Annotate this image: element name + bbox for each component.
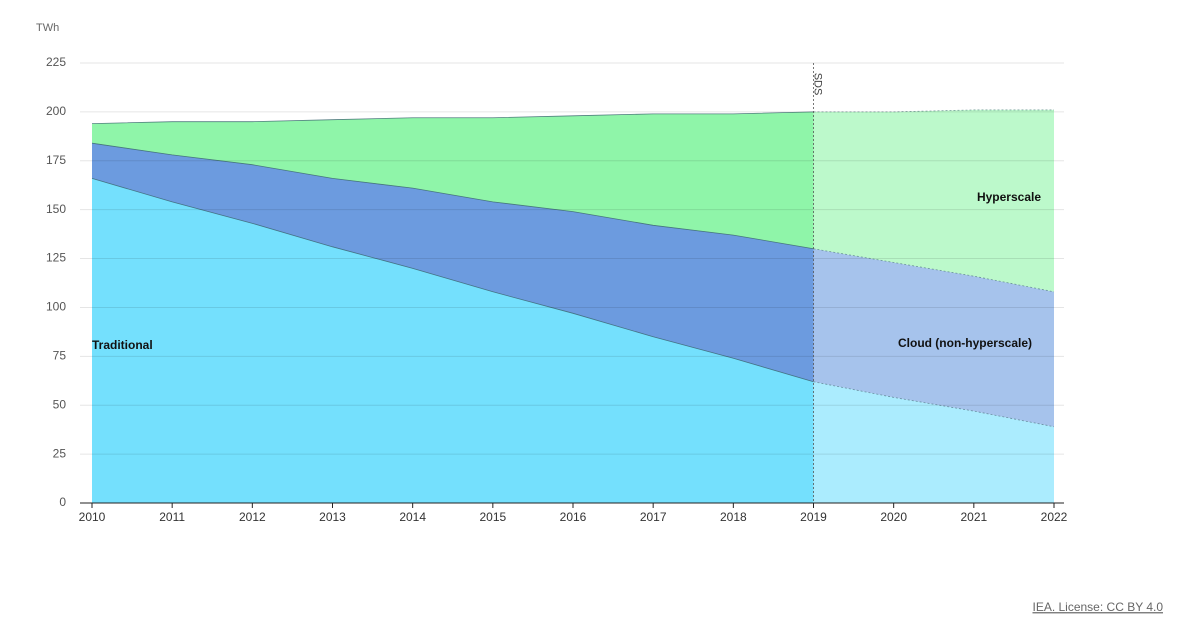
x-tick-label: 2022 xyxy=(1041,510,1068,524)
x-tick-label: 2011 xyxy=(159,510,185,524)
y-tick-label: 125 xyxy=(46,251,66,265)
source-link[interactable]: IEA. License: CC BY 4.0 xyxy=(1032,600,1163,614)
area-edge xyxy=(91,142,814,250)
projection-shade xyxy=(813,53,1054,503)
x-tick-label: 2012 xyxy=(239,510,266,524)
y-unit: TWh xyxy=(36,22,59,34)
y-tick-label: 150 xyxy=(46,202,66,216)
y-tick-label: 225 xyxy=(46,55,66,69)
x-tick-label: 2020 xyxy=(880,510,907,524)
x-tick-label: 2019 xyxy=(800,510,827,524)
area-edge xyxy=(91,111,814,125)
y-tick-label: 175 xyxy=(46,153,66,167)
x-tick-label: 2018 xyxy=(720,510,747,524)
area-edge xyxy=(813,381,1055,428)
x-tick-label: 2016 xyxy=(560,510,587,524)
x-tick-label: 2015 xyxy=(479,510,506,524)
y-tick-label: 75 xyxy=(53,349,67,363)
x-tick-label: 2021 xyxy=(960,510,987,524)
x-tick-label: 2017 xyxy=(640,510,667,524)
annotation-label: SDS xyxy=(812,73,824,96)
area-edge xyxy=(91,177,814,383)
x-tick-label: 2010 xyxy=(79,510,106,524)
series-label: Cloud (non-hyperscale) xyxy=(898,336,1032,350)
area-edge xyxy=(813,109,1054,113)
series-label: Hyperscale xyxy=(977,190,1041,204)
y-tick-label: 0 xyxy=(59,495,66,509)
x-tick-label: 2013 xyxy=(319,510,346,524)
area xyxy=(92,178,1054,503)
series-label: Traditional xyxy=(92,338,153,352)
y-tick-label: 100 xyxy=(46,300,66,314)
area-edge xyxy=(813,248,1055,293)
y-tick-label: 50 xyxy=(53,397,67,411)
y-tick-label: 25 xyxy=(53,446,67,460)
x-tick-label: 2014 xyxy=(399,510,426,524)
y-tick-label: 200 xyxy=(46,104,66,118)
